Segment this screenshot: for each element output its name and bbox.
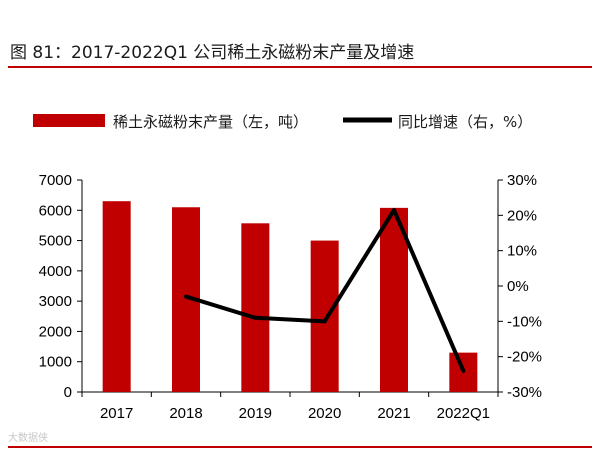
legend-line-label: 同比增速（右，%） (398, 113, 532, 131)
chart-title: 图 81：2017-2022Q1 公司稀土永磁粉末产量及增速 (10, 43, 415, 63)
right-tick-label: -10% (507, 313, 542, 330)
left-tick-label: 7000 (39, 172, 72, 189)
left-tick-label: 2000 (39, 323, 72, 340)
axes: 0 1000 2000 3000 4000 5000 6000 7000 -30% -20% -10… (39, 172, 542, 401)
right-tick-label: -20% (507, 349, 542, 366)
left-tick-label: 0 (64, 384, 72, 401)
title-divider (8, 66, 592, 68)
left-tick-label: 6000 (39, 202, 72, 219)
left-tick-label: 3000 (39, 293, 72, 310)
x-tick-label: 2022Q1 (437, 405, 490, 422)
right-tick-label: 20% (507, 207, 537, 224)
legend: 稀土永磁粉末产量（左，吨） 同比增速（右，%） (33, 113, 532, 131)
right-tick-label: 10% (507, 243, 537, 260)
x-tick-label: 2020 (308, 405, 341, 422)
legend-bar-label: 稀土永磁粉末产量（左，吨） (113, 113, 308, 131)
line-point (322, 319, 327, 324)
legend-bar-swatch (33, 114, 105, 127)
left-tick-label: 4000 (39, 263, 72, 280)
bar-series (102, 201, 478, 392)
x-tick-label: 2021 (377, 405, 410, 422)
bar (241, 223, 270, 392)
bottom-divider (8, 446, 592, 448)
bar (310, 240, 339, 392)
x-axis-labels: 2017 2018 2019 2020 2021 2022Q1 (100, 405, 490, 422)
line-point (461, 368, 466, 373)
watermark: 大数据侠 (8, 433, 48, 444)
bar (102, 201, 131, 392)
x-tick-label: 2019 (239, 405, 272, 422)
right-tick-label: 30% (507, 172, 537, 189)
bar (380, 207, 408, 392)
x-tick-label: 2017 (100, 405, 133, 422)
left-tick-label: 1000 (39, 354, 72, 371)
x-tick-label: 2018 (169, 405, 202, 422)
line-point (392, 208, 396, 213)
left-tick-label: 5000 (39, 233, 72, 250)
line-point (253, 315, 258, 320)
line-point (184, 294, 188, 299)
right-tick-label: -30% (507, 384, 542, 401)
line-series (184, 208, 466, 373)
right-tick-label: 0% (507, 278, 529, 295)
